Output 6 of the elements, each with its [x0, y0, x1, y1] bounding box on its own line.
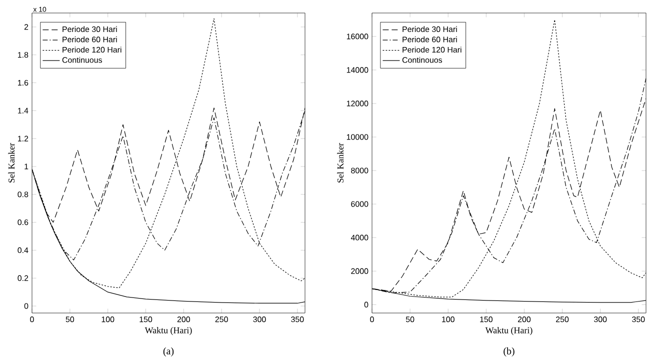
- text: (b): [504, 347, 514, 356]
- y-axis-title: Sel Kanker: [8, 143, 15, 182]
- x-axis-title: Waktu (Hari): [144, 327, 192, 336]
- x-axis-title: Waktu (Hari): [485, 327, 532, 336]
- text: (a): [163, 347, 174, 356]
- y-axis-title: Sel Kanker: [337, 143, 344, 182]
